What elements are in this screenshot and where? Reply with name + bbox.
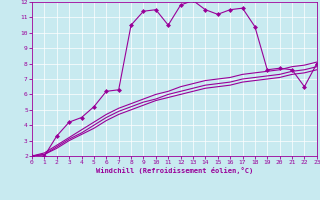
X-axis label: Windchill (Refroidissement éolien,°C): Windchill (Refroidissement éolien,°C) (96, 167, 253, 174)
